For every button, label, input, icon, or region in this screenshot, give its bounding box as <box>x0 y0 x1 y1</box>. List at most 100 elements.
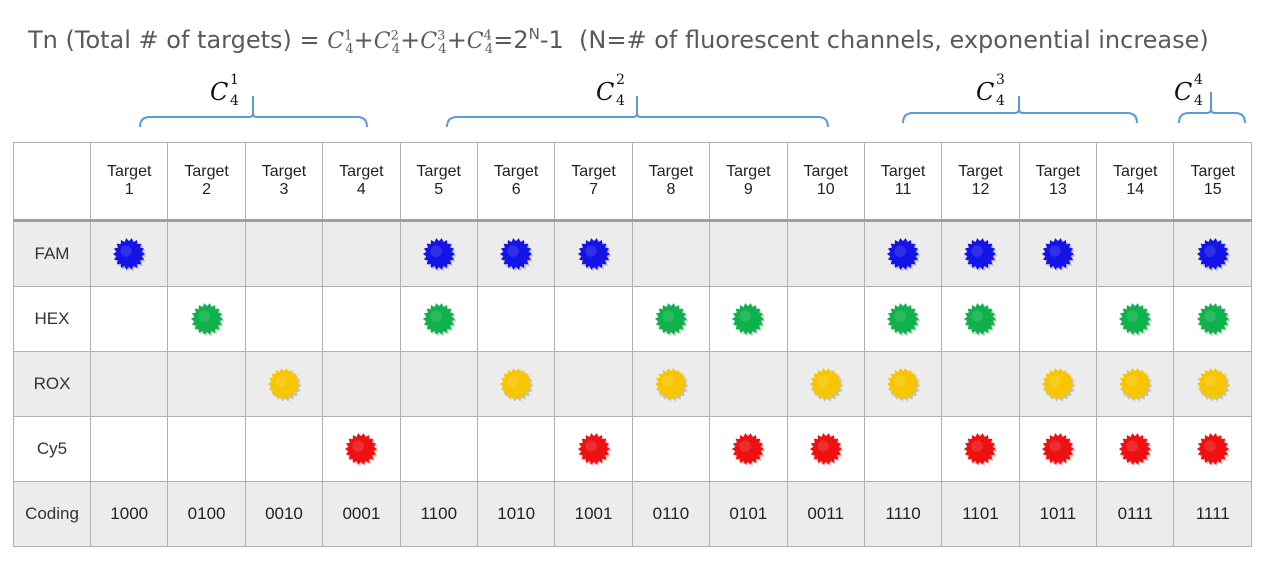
channel-cell <box>1018 286 1098 352</box>
starburst-blue-icon <box>113 238 147 272</box>
channel-cell <box>941 286 1020 352</box>
starburst-green-icon <box>964 303 999 337</box>
target-header-row: Target 1 Target 2 Target 3 Target 4 Target 5 Targe… <box>13 142 1252 222</box>
starburst-red-icon <box>1196 433 1231 467</box>
channel-label: Cy5 <box>13 416 91 482</box>
channel-cell <box>863 351 943 417</box>
formula-plus: + <box>446 26 467 54</box>
starburst-red-icon <box>1041 433 1076 467</box>
channel-cell <box>476 220 556 287</box>
starburst-green-icon <box>732 303 766 337</box>
channel-cell <box>1173 286 1252 352</box>
channel-cell <box>863 286 943 352</box>
target-header-12: Target 12 <box>941 142 1020 222</box>
channel-cell <box>1018 220 1098 287</box>
channel-cell <box>863 220 943 287</box>
channel-cell <box>554 286 633 352</box>
target-header-7: Target 7 <box>554 142 633 222</box>
channel-cell <box>709 351 788 417</box>
channel-cell <box>554 220 633 287</box>
channel-row-rox: ROX <box>13 351 1252 417</box>
channel-cell <box>322 416 401 482</box>
target-header-14: Target 14 <box>1096 142 1175 222</box>
corner-cell <box>13 142 91 222</box>
combination-label-c4-1: C 1 4 <box>210 72 239 109</box>
channel-cell <box>167 220 246 287</box>
channel-cell <box>631 286 711 352</box>
combination-label-c4-2: C 2 4 <box>596 72 625 109</box>
channel-cell <box>167 286 246 352</box>
combination-label-c4-3: C 3 4 <box>976 72 1005 109</box>
coding-row: Coding 1000 0100 0010 0001 1100 1010 1001 0110 01… <box>13 481 1252 547</box>
starburst-red-icon <box>809 433 844 467</box>
channel-cell <box>1096 286 1175 352</box>
channel-cell <box>399 286 478 352</box>
channel-cell <box>1096 416 1175 482</box>
channel-row-fam: FAM <box>13 220 1252 287</box>
channel-cell <box>399 416 478 482</box>
starburst-yellow-icon <box>886 368 921 402</box>
channel-cell <box>399 220 478 287</box>
channel-cell <box>89 416 169 482</box>
target-header-4: Target 4 <box>322 142 401 222</box>
channel-cell <box>709 220 788 287</box>
code-cell: 0001 <box>322 481 401 547</box>
channel-label: FAM <box>13 220 91 287</box>
code-cell: 1000 <box>89 481 169 547</box>
code-cell: 0101 <box>709 481 788 547</box>
target-header-3: Target 3 <box>244 142 324 222</box>
target-header-11: Target 11 <box>863 142 943 222</box>
starburst-red-icon <box>964 433 999 467</box>
starburst-green-icon <box>654 303 689 337</box>
channel-cell <box>1173 220 1252 287</box>
formula-equals-result: =2 <box>493 26 529 54</box>
channel-cell <box>89 220 169 287</box>
group-brace-2 <box>446 96 829 128</box>
channel-cell <box>863 416 943 482</box>
group-brace-3 <box>902 96 1138 124</box>
target-header-13: Target 13 <box>1018 142 1098 222</box>
channel-cell <box>322 351 401 417</box>
channel-cell <box>786 416 865 482</box>
channel-cell <box>1096 351 1175 417</box>
starburst-yellow-icon <box>1196 368 1231 402</box>
starburst-blue-icon <box>1041 238 1076 272</box>
starburst-red-icon <box>1119 433 1153 467</box>
channel-cell <box>1173 416 1252 482</box>
code-cell: 1101 <box>941 481 1020 547</box>
formula-plus: + <box>353 26 374 54</box>
formula-term-1: C14 <box>327 28 354 58</box>
formula-title: Tn (Total # of targets) = C14+C24+C34+C4… <box>28 12 1209 58</box>
channel-cell <box>1018 416 1098 482</box>
channel-cell <box>89 351 169 417</box>
channel-cell <box>322 220 401 287</box>
starburst-yellow-icon <box>267 368 302 402</box>
channel-cell <box>167 351 246 417</box>
channel-row-hex: HEX <box>13 286 1252 352</box>
code-cell: 0011 <box>786 481 865 547</box>
channel-cell <box>244 416 324 482</box>
starburst-red-icon <box>577 433 612 467</box>
channel-cell <box>709 286 788 352</box>
channel-cell <box>631 220 711 287</box>
starburst-blue-icon <box>499 238 534 272</box>
code-cell: 0100 <box>167 481 246 547</box>
channel-cell <box>554 416 633 482</box>
channel-cell <box>244 286 324 352</box>
starburst-yellow-icon <box>809 368 844 402</box>
starburst-yellow-icon <box>654 368 689 402</box>
formula-suffix: (N=# of fluorescent channels, exponentia… <box>563 26 1209 54</box>
formula-plus: + <box>400 26 421 54</box>
target-header-9: Target 9 <box>709 142 788 222</box>
starburst-green-icon <box>1196 303 1231 337</box>
starburst-blue-icon <box>886 238 921 272</box>
code-cell: 1011 <box>1018 481 1098 547</box>
channel-cell <box>709 416 788 482</box>
channel-cell <box>1018 351 1098 417</box>
channel-cell <box>399 351 478 417</box>
starburst-green-icon <box>190 303 225 337</box>
channel-cell <box>786 286 865 352</box>
formula-minus-one: -1 <box>539 26 564 54</box>
target-header-8: Target 8 <box>631 142 711 222</box>
